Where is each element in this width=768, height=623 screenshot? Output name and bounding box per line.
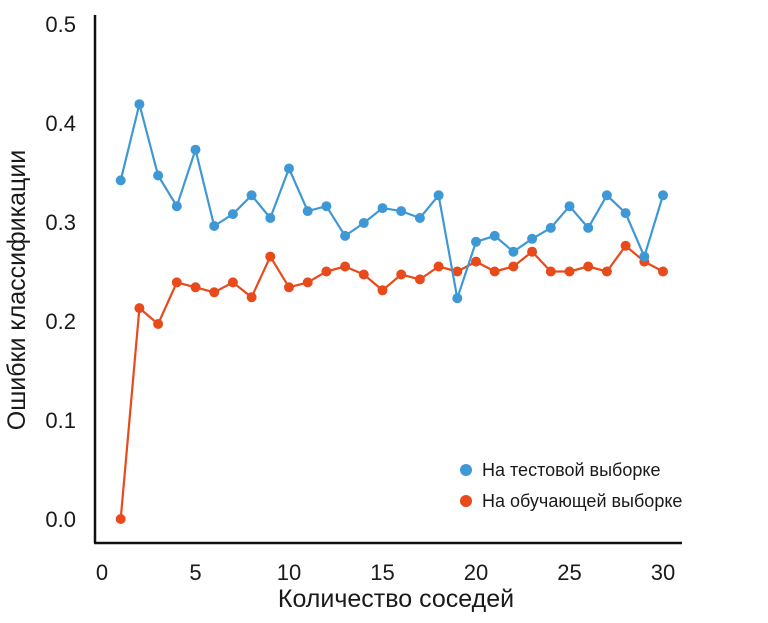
data-point: [620, 240, 631, 251]
series-1: [115, 240, 668, 524]
data-point: [601, 190, 612, 201]
legend: На тестовой выборке На обучающей выборке: [460, 460, 682, 511]
x-tick-label: 0: [96, 560, 108, 585]
data-point: [284, 163, 294, 174]
legend-label-test: На тестовой выборке: [482, 460, 660, 480]
data-point: [134, 303, 145, 314]
data-point: [190, 282, 201, 293]
data-point: [321, 266, 332, 277]
series-layer: [115, 99, 668, 524]
y-tick-label: 0.3: [45, 210, 76, 235]
axes: [93, 15, 682, 545]
data-point: [153, 319, 164, 329]
data-point: [358, 218, 369, 228]
data-point: [209, 221, 220, 231]
y-tick-labels: 0.0 0.1 0.2 0.3 0.4 0.5: [45, 12, 76, 532]
data-point: [134, 99, 145, 110]
data-point: [545, 222, 556, 233]
data-point: [209, 287, 220, 298]
data-point: [302, 206, 313, 217]
x-axis-label: Количество соседей: [278, 585, 514, 613]
data-point: [639, 251, 650, 262]
data-point: [471, 256, 481, 267]
data-point: [358, 269, 369, 280]
data-point: [340, 261, 351, 272]
data-point: [433, 190, 444, 201]
data-point: [227, 277, 238, 288]
legend-label-train: На обучающей выборке: [482, 491, 682, 511]
y-tick-label: 0.2: [45, 309, 76, 334]
data-point: [227, 209, 238, 220]
data-point: [171, 277, 182, 288]
data-point: [302, 277, 313, 288]
data-point: [471, 236, 481, 247]
data-point: [377, 203, 388, 214]
data-point: [508, 246, 519, 257]
data-point: [115, 175, 126, 186]
data-point: [433, 261, 444, 272]
data-point: [564, 201, 575, 212]
data-point: [620, 208, 631, 219]
data-point: [583, 222, 594, 233]
data-point: [377, 285, 388, 296]
data-point: [265, 251, 276, 262]
data-point: [171, 201, 182, 212]
data-point: [527, 246, 538, 257]
data-point: [452, 293, 463, 304]
data-point: [658, 266, 668, 277]
x-tick-label: 15: [370, 560, 394, 585]
legend-marker-test: [460, 464, 472, 476]
x-tick-label: 20: [464, 560, 488, 585]
data-point: [545, 266, 556, 277]
data-point: [489, 266, 500, 277]
data-point: [658, 190, 668, 201]
x-tick-label: 10: [277, 560, 301, 585]
data-point: [340, 230, 351, 241]
data-point: [564, 266, 575, 277]
x-tick-label: 30: [651, 560, 675, 585]
data-point: [396, 269, 407, 280]
data-point: [527, 233, 538, 244]
y-tick-label: 0.0: [45, 507, 76, 532]
series-0: [115, 99, 668, 304]
y-axis-label: Ошибки классификации: [3, 150, 31, 430]
data-point: [489, 230, 500, 241]
data-point: [246, 190, 257, 201]
y-tick-label: 0.5: [45, 12, 76, 37]
x-tick-label: 5: [189, 560, 201, 585]
data-point: [284, 282, 294, 293]
data-point: [452, 266, 463, 277]
data-point: [414, 213, 425, 223]
y-tick-label: 0.4: [45, 111, 76, 136]
legend-marker-train: [460, 495, 472, 507]
data-point: [246, 292, 257, 303]
data-point: [396, 206, 407, 217]
x-tick-labels: 0 5 10 15 20 25 30: [96, 560, 675, 585]
data-point: [153, 170, 164, 181]
data-point: [115, 514, 126, 524]
data-point: [583, 261, 594, 272]
data-point: [414, 274, 425, 285]
data-point: [601, 266, 612, 277]
data-point: [508, 261, 519, 272]
data-point: [265, 213, 276, 223]
y-tick-label: 0.1: [45, 408, 76, 433]
x-tick-label: 25: [557, 560, 581, 585]
data-point: [190, 144, 201, 155]
data-point: [321, 201, 332, 212]
